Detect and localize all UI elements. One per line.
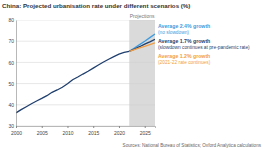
y-tick: 80 — [8, 17, 16, 23]
x-tick-label: 2005 — [37, 130, 48, 136]
series-label: Average 1.2% growth(2021-22 rate continu… — [158, 53, 211, 65]
x-tick: 2020 — [114, 126, 125, 136]
x-tick: 2025 — [140, 126, 151, 136]
x-tick: 2015 — [88, 126, 99, 136]
projection-shade — [129, 20, 155, 126]
projection-label: Projections — [130, 13, 155, 19]
y-tick: 60 — [8, 60, 16, 66]
grid-line — [16, 41, 155, 42]
x-tick-mark — [93, 126, 94, 128]
series-label: Average 2.4% growth(no slowdown) — [158, 23, 210, 35]
x-tick: 2010 — [62, 126, 73, 136]
series-line — [129, 34, 155, 51]
series-note: (slowdown continues at pre-pandemic rate… — [158, 45, 250, 50]
grid-line — [16, 126, 155, 127]
y-tick-label: 50 — [8, 81, 14, 87]
grid-line — [16, 83, 155, 84]
series-line — [129, 43, 155, 51]
y-tick: 30 — [8, 123, 16, 129]
series-name: Average 1.2% growth — [158, 53, 210, 59]
y-tick: 70 — [8, 38, 16, 44]
x-tick-mark — [42, 126, 43, 128]
x-tick: 2005 — [37, 126, 48, 136]
source: Sources: National Bureau of Statistics; … — [123, 143, 262, 148]
x-tick-label: 2025 — [140, 130, 151, 136]
y-tick: 50 — [8, 81, 16, 87]
series-note: (no slowdown) — [158, 30, 189, 35]
series-name: Average 1.7% growth — [158, 38, 210, 44]
x-tick-mark — [145, 126, 146, 128]
y-axis-line — [16, 21, 17, 127]
x-tick-mark — [67, 126, 68, 128]
series-note: (2021-22 rate continues) — [158, 60, 211, 65]
y-tick-label: 80 — [8, 17, 14, 23]
plot-area — [16, 20, 155, 126]
x-tick-label: 2020 — [114, 130, 125, 136]
x-tick-label: 2000 — [11, 130, 22, 136]
series-line — [16, 51, 129, 112]
grid-line — [16, 20, 155, 21]
y-tick: 40 — [8, 102, 16, 108]
y-tick-label: 60 — [8, 60, 14, 66]
x-tick-label: 2015 — [88, 130, 99, 136]
series-line — [129, 39, 155, 51]
series-label: Average 1.7% growth(slowdown continues a… — [158, 38, 250, 50]
series-name: Average 2.4% growth — [158, 23, 210, 29]
y-axis: 30 40 50 60 70 80 — [8, 17, 16, 129]
y-tick-label: 30 — [8, 123, 14, 129]
y-tick-label: 70 — [8, 38, 14, 44]
x-axis-line — [17, 127, 156, 129]
grid-line — [16, 62, 155, 63]
x-tick-mark — [119, 126, 120, 128]
x-axis: 2000 2005 2010 2015 2020 2025 — [11, 126, 156, 136]
grid-line — [16, 104, 155, 105]
y-tick-label: 40 — [8, 102, 14, 108]
title: China: Projected urbanisation rate under… — [2, 2, 190, 9]
x-tick-label: 2010 — [62, 130, 73, 136]
chart: China: Projected urbanisation rate under… — [0, 0, 263, 150]
